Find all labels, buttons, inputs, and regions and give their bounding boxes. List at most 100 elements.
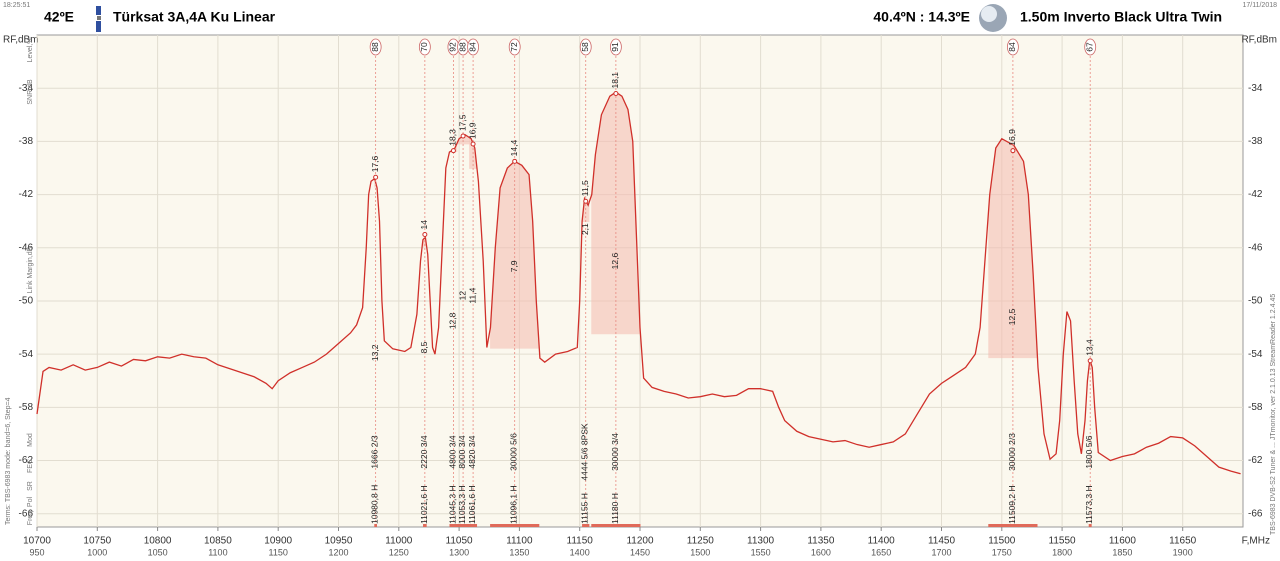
snr-value: 16,9 — [467, 122, 477, 139]
peak-marker — [460, 133, 466, 139]
row-label: SR — [27, 481, 34, 491]
snr-value: 17,5 — [457, 114, 467, 131]
snr-value: 14 — [419, 220, 429, 230]
symbol-rate: 2220 — [419, 449, 429, 468]
x2-tick-label: 950 — [29, 547, 44, 557]
symbol-rate: 30000 — [610, 447, 620, 471]
tuning: 30000 3/4 — [610, 433, 620, 471]
frequency: 11096,1 H — [509, 485, 519, 524]
polarization: H — [448, 485, 458, 491]
x2-tick-label: 1800 — [1052, 547, 1072, 557]
band-bar — [1088, 524, 1092, 527]
x2-tick-label: 1200 — [328, 547, 348, 557]
margin-value: 12,5 — [1007, 308, 1017, 325]
freq-label: 11155 — [580, 501, 590, 524]
freq-label: 11180 — [610, 501, 620, 524]
band-bar — [374, 524, 378, 527]
x2-tick-label: 1900 — [1173, 547, 1193, 557]
fec: 3/4 — [467, 435, 477, 447]
symbol-rate: 4444 — [580, 461, 590, 480]
x2-tick-label: 1650 — [871, 547, 891, 557]
band-bar — [582, 524, 590, 527]
band-bar — [449, 524, 458, 527]
band-bar — [591, 524, 641, 527]
x2-tick-label: 1300 — [449, 547, 469, 557]
y-tick-label-right: -42 — [1248, 189, 1263, 200]
satellite-icon — [96, 6, 101, 32]
y-tick-label: -46 — [19, 242, 34, 253]
x2-tick-label: 1350 — [509, 547, 529, 557]
x-tick-label: 11200 — [626, 536, 654, 547]
y-tick-label: -66 — [19, 508, 34, 519]
row-label: SNR,dB — [27, 79, 34, 105]
polarization: H — [1007, 485, 1017, 491]
fec: 3/4 — [419, 435, 429, 447]
level-value: 92 — [448, 42, 458, 52]
level-value: 84 — [1007, 42, 1017, 52]
freq-label: 10980,8 — [370, 493, 380, 524]
x-tick-label: 11550 — [1049, 536, 1077, 547]
snr-value: 13,4 — [1084, 339, 1094, 356]
frequency: 11061,6 H — [467, 485, 477, 524]
symbol-rate: 8000 — [457, 449, 467, 468]
snr-value: 11,5 — [580, 180, 590, 196]
freq-label: 11061,6 — [467, 494, 477, 524]
row-label: Link Margin,dB — [27, 246, 34, 293]
date: 17/11/2018 — [1242, 2, 1277, 9]
level-value: 58 — [580, 42, 590, 52]
snr-value: 18,3 — [448, 129, 458, 146]
y-tick-label-right: -34 — [1248, 83, 1263, 94]
tuning: 2220 3/4 — [419, 435, 429, 468]
polarization: H — [457, 485, 467, 491]
symbol-rate: 1800 — [1084, 449, 1094, 468]
x2-tick-label: 1450 — [630, 547, 650, 557]
freq-label: 11053,3 — [457, 494, 467, 524]
fec: 3/4 — [448, 435, 458, 447]
x-tick-label: 10800 — [144, 536, 172, 547]
fec: 2/3 — [370, 435, 380, 447]
polarization: H — [509, 485, 519, 491]
band-fill — [456, 134, 470, 145]
time: 18:25:51 — [3, 2, 30, 9]
x-tick-label: 10900 — [264, 536, 292, 547]
margin-value: 12,6 — [610, 253, 620, 270]
level-badge — [1006, 38, 1019, 56]
symbol-rate: 30000 — [1007, 447, 1017, 471]
freq-label: 11573,3 — [1084, 494, 1094, 524]
x-tick-label: 11150 — [567, 536, 594, 547]
y-tick-label: -54 — [19, 349, 34, 360]
y-tick-label-right: -62 — [1248, 455, 1263, 466]
x-tick-label: 10850 — [204, 536, 232, 547]
x-axis-label: F,MHz — [1242, 536, 1270, 547]
polarization: H — [1084, 485, 1094, 491]
band-bar — [490, 524, 540, 527]
satellite-name: Türksat 3A,4A Ku Linear — [113, 9, 276, 25]
tuning: 1666 2/3 — [370, 435, 380, 468]
x-tick-label: 11650 — [1169, 536, 1197, 547]
tuning: 4820 3/4 — [467, 435, 477, 468]
footer-right: TBS-6983 DVB-S2 Tuner & ... JTmonitor, v… — [1270, 294, 1277, 535]
level-value: 67 — [1084, 42, 1094, 52]
band-fill — [490, 161, 540, 349]
frequency: 11155 H — [580, 493, 590, 524]
peak-marker — [470, 141, 476, 147]
polarization: H — [610, 493, 620, 499]
fec: 5/6 — [1084, 435, 1094, 447]
y-tick-label: -62 — [19, 455, 34, 466]
x2-tick-label: 1550 — [751, 547, 771, 557]
tuning: 4444 5/6 8PSK — [580, 423, 590, 481]
x2-tick-label: 1400 — [570, 547, 590, 557]
x-tick-label: 10950 — [325, 536, 353, 547]
x2-tick-label: 1150 — [269, 547, 288, 557]
y-tick-label: -42 — [19, 189, 34, 200]
margin-value: 13,2 — [370, 344, 380, 361]
margin-value: 12 — [457, 291, 467, 301]
x-tick-label: 11100 — [506, 536, 533, 547]
level-badge — [579, 38, 592, 56]
frequency: 11021,6 H — [419, 485, 429, 524]
symbol-rate: 4820 — [467, 449, 477, 468]
level-value: 84 — [467, 42, 477, 52]
snr-value: 16,9 — [1007, 129, 1017, 146]
freq-label: 11045,3 — [448, 494, 458, 524]
